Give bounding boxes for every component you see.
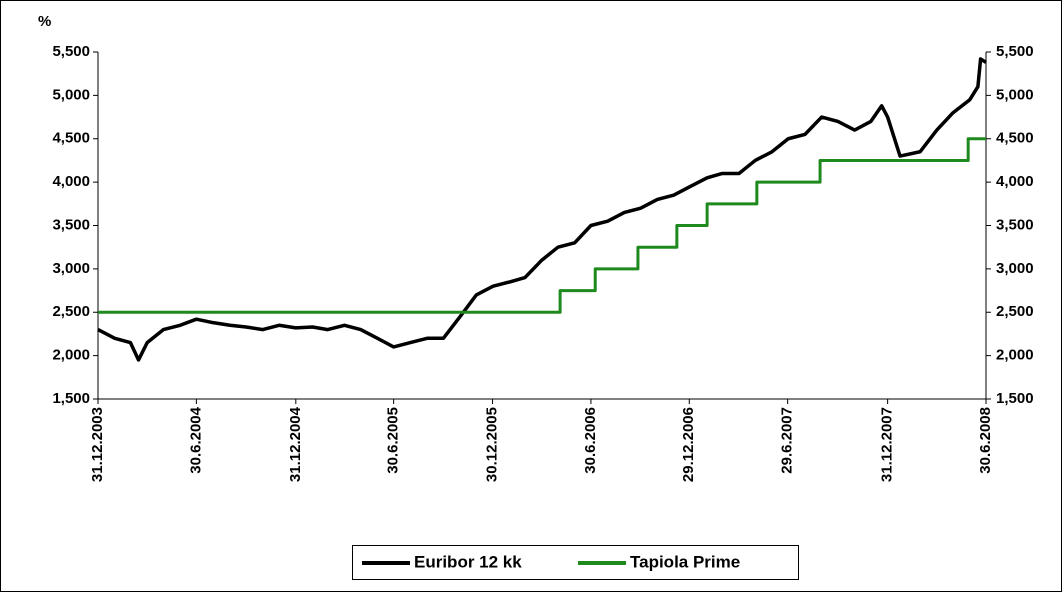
- y2-tick-label: 1,500: [996, 390, 1034, 407]
- y2-tick-label: 4,500: [996, 130, 1034, 147]
- x-tick-label: 30.6.2004: [187, 406, 204, 473]
- y-tick-label: 1,500: [52, 390, 90, 407]
- y2-tick-label: 2,500: [996, 303, 1034, 320]
- x-tick-label: 29.6.2007: [779, 407, 796, 474]
- y2-tick-label: 3,000: [996, 260, 1034, 277]
- y-axis-label: %: [38, 13, 51, 30]
- x-tick-label: 31.12.2003: [89, 407, 106, 482]
- legend: Euribor 12 kk Tapiola Prime: [352, 545, 799, 580]
- y2-tick-label: 4,000: [996, 173, 1034, 190]
- y2-tick-label: 3,500: [996, 216, 1034, 233]
- y2-tick-label: 5,500: [996, 43, 1034, 60]
- x-tick-label: 31.12.2004: [287, 406, 304, 482]
- x-tick-label: 30.6.2008: [977, 407, 994, 474]
- x-tick-label: 30.6.2006: [582, 407, 599, 474]
- x-tick-label: 30.6.2005: [385, 407, 402, 474]
- legend-box: [352, 545, 799, 580]
- y-tick-label: 3,000: [52, 260, 90, 277]
- legend-label: Tapiola Prime: [630, 552, 740, 571]
- x-tick-label: 29.12.2006: [680, 407, 697, 482]
- y-tick-label: 3,500: [52, 216, 90, 233]
- y-tick-label: 2,500: [52, 303, 90, 320]
- y2-tick-label: 2,000: [996, 347, 1034, 364]
- y-tick-label: 5,000: [52, 86, 90, 103]
- y-tick-label: 4,500: [52, 130, 90, 147]
- series-line: [98, 137, 986, 314]
- y-tick-label: 2,000: [52, 347, 90, 364]
- y-tick-label: 4,000: [52, 173, 90, 190]
- x-tick-label: 31.12.2007: [879, 407, 896, 482]
- y-tick-label: 5,500: [52, 43, 90, 60]
- legend-label: Euribor 12 kk: [414, 552, 522, 571]
- series-line: [97, 57, 987, 362]
- y2-tick-label: 5,000: [996, 86, 1034, 103]
- x-tick-label: 30.12.2005: [484, 407, 501, 482]
